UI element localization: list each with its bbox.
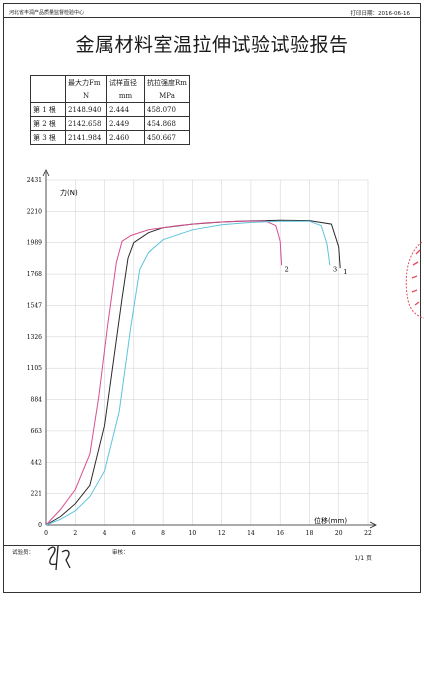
force-displacement-chart: 0221442663884110513261547176819892210243… [27,169,377,537]
table-row: 第 2 根 2142.658 2.449 454.868 [30,116,190,131]
table-cell: 450.667 [144,130,190,145]
table-row: 第 1 根 2148.940 2.444 458.070 [30,102,190,117]
y-tick-label: 1326 [27,334,42,341]
y-tick-label: 0 [38,522,42,529]
series-line-2 [45,220,283,526]
series-line-3 [45,220,331,526]
results-table: 最大力Fm 试样直径 抗拉强度Rm N mm MPa 第 1 根 2148.94… [30,75,190,145]
x-tick-label: 20 [335,530,343,537]
chart-grid [46,179,369,525]
chart-axes [42,169,377,529]
print-date: 打印日期：2016-06-16 [351,9,410,17]
table-header-cell: 抗拉强度Rm [144,75,190,89]
x-tick-label: 8 [161,530,165,537]
table-unit-row: N mm MPa [30,89,190,103]
print-date-label: 打印日期： [350,11,379,17]
y-tick-label: 2431 [27,177,42,184]
y-tick-label: 221 [31,491,42,498]
report-title: 金属材料室温拉伸试验试验报告 [75,34,349,56]
series-label-3: 3 [333,265,337,273]
y-tick-label: 2210 [27,208,42,215]
table-row: 第 3 根 2141.984 2.460 450.667 [30,130,190,145]
y-tick-label: 1105 [27,365,42,372]
tester-label: 试验员： [12,550,35,556]
y-tick-label: 1989 [27,240,42,247]
x-tick-label: 14 [247,530,255,537]
tester-signature [47,545,71,571]
x-tick-label: 22 [364,530,372,537]
footer-rule [3,545,421,546]
y-tick-label: 1547 [27,302,42,309]
seal-stamp [405,241,424,319]
x-tick-label: 18 [306,530,314,537]
x-tick-label: 4 [103,530,107,537]
y-tick-label: 884 [31,397,43,404]
x-tick-label: 6 [132,530,136,537]
x-axis-arrow [369,521,377,529]
reviewer-label: 审核： [112,550,129,556]
series-label-1: 1 [343,268,347,276]
y-axis-arrow [42,169,50,177]
y-tick-label: 1768 [27,271,42,278]
page-number: 1/1 页 [354,555,372,562]
organization-name: 河北省丰润产品质量监督检验中心 [9,10,85,16]
y-axis-label: 力(N) [60,188,78,197]
report-frame [3,3,421,593]
header-rule [3,17,421,18]
x-tick-label: 0 [44,530,48,537]
x-tick-label: 10 [189,530,197,537]
chart-series-labels: 1 2 3 [285,265,348,276]
x-tick-label: 2 [73,530,77,537]
x-tick-label: 12 [218,530,226,537]
y-tick-label: 442 [31,459,43,466]
chart-tick-labels: 0221442663884110513261547176819892210243… [27,177,372,537]
series-line-1 [45,219,341,526]
print-date-value: 2016-06-16 [378,11,410,17]
x-axis-label: 位移(mm) [314,516,347,525]
x-tick-label: 16 [276,530,284,537]
table-header-row: 最大力Fm 试样直径 抗拉强度Rm [30,75,190,89]
chart-series [45,219,341,526]
series-label-2: 2 [285,265,289,273]
y-tick-label: 663 [31,428,43,435]
